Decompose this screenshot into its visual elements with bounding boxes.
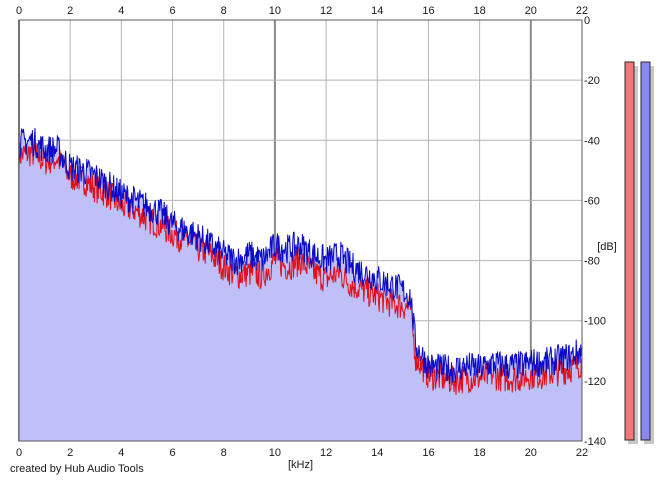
credit-text: created by Hub Audio Tools	[10, 463, 144, 475]
x-tick-label: 6	[169, 5, 175, 17]
y-tick-label: -140	[584, 436, 606, 448]
x-tick-label: 16	[422, 5, 434, 17]
y-tick-label: -80	[584, 256, 600, 268]
series-line-blue	[18, 128, 583, 384]
x-tick-label: 14	[371, 5, 383, 17]
y-tick-label: -40	[584, 135, 600, 147]
spectrum-fill-area	[19, 128, 582, 441]
y-tick-label: 0	[584, 15, 590, 27]
x-tick-label: 20	[525, 5, 537, 17]
x-tick-label: 18	[474, 5, 486, 17]
y-tick-label: -100	[584, 316, 606, 328]
x-tick-label: 14	[371, 447, 383, 459]
x-tick-label: 4	[118, 447, 124, 459]
x-tick-label: 18	[474, 447, 486, 459]
y-tick-label: -60	[584, 195, 600, 207]
x-tick-label: 2	[67, 447, 73, 459]
x-tick-label: 12	[320, 447, 332, 459]
x-tick-label: 2	[67, 5, 73, 17]
x-axis-label: [kHz]	[288, 459, 313, 471]
x-tick-label: 22	[576, 447, 588, 459]
level-meter-left	[624, 61, 635, 441]
level-meters	[624, 61, 654, 444]
x-tick-label: 0	[16, 447, 22, 459]
y-tick-labels: 0 -20 -40 -60 -80 -100 -120 -140	[584, 15, 606, 448]
x-tick-label: 10	[269, 5, 281, 17]
x-tick-label: 10	[269, 447, 281, 459]
plot-border	[18, 19, 583, 442]
y-tick-label: -120	[584, 376, 606, 388]
x-tick-label: 8	[221, 447, 227, 459]
spectrum-lines	[18, 128, 583, 396]
x-tick-label: 0	[16, 5, 22, 17]
y-tick-label: -20	[584, 75, 600, 87]
x-tick-label: 16	[422, 447, 434, 459]
x-tick-label: 20	[525, 447, 537, 459]
x-tick-label: 8	[221, 5, 227, 17]
x-tick-label: 6	[169, 447, 175, 459]
x-tick-label: 4	[118, 5, 124, 17]
x-tick-label: 22	[576, 5, 588, 17]
x-tick-label: 12	[320, 5, 332, 17]
y-axis-label: [dB]	[597, 241, 617, 253]
spectrum-fill	[19, 128, 582, 441]
level-meter-right	[640, 61, 651, 441]
